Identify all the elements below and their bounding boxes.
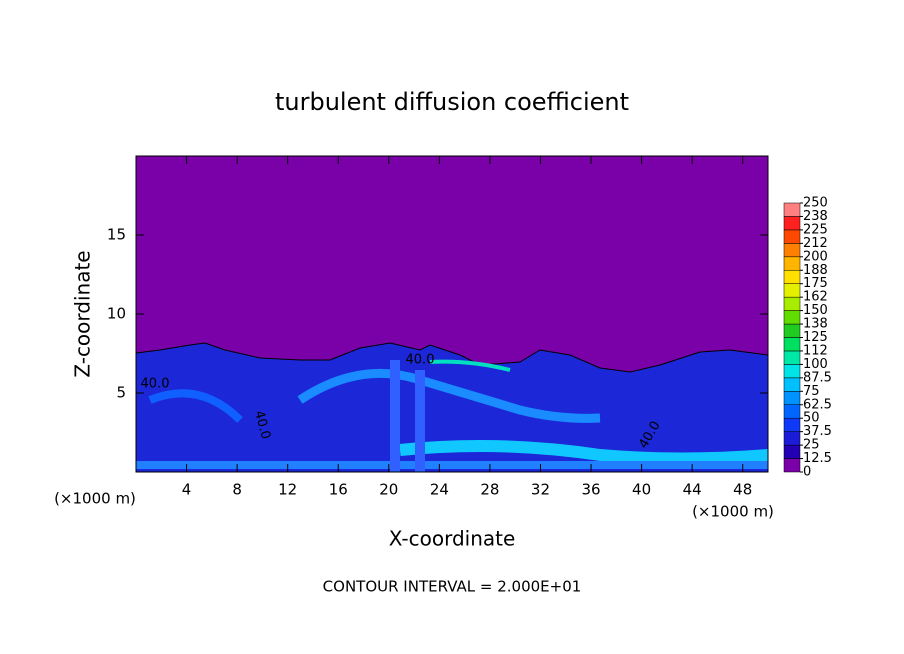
colorbar-label: 75 bbox=[803, 384, 820, 399]
x-axis-label: X-coordinate bbox=[389, 527, 516, 551]
colorbar-swatch bbox=[783, 337, 801, 352]
colorbar-label: 87.5 bbox=[803, 370, 832, 385]
colorbar-label: 62.5 bbox=[803, 397, 832, 412]
colorbar-label: 200 bbox=[803, 249, 828, 264]
colorbar-label: 212 bbox=[803, 236, 828, 251]
colorbar-swatch bbox=[783, 444, 801, 459]
colorbar-swatch bbox=[783, 296, 801, 311]
field-streak bbox=[399, 440, 769, 465]
colorbar-swatch bbox=[783, 404, 801, 419]
x-tick-label: 16 bbox=[329, 481, 348, 499]
colorbar-swatch bbox=[783, 377, 801, 392]
colorbar-label: 25 bbox=[803, 438, 820, 453]
y-tick-label: 5 bbox=[116, 384, 126, 402]
colorbar-swatch bbox=[783, 216, 801, 231]
x-tick-label: 44 bbox=[683, 481, 702, 499]
y-tick-label: 10 bbox=[107, 305, 126, 323]
x-unit-label: (×1000 m) bbox=[54, 490, 136, 508]
colorbar-label: 188 bbox=[803, 263, 828, 278]
x-tick-label: 48 bbox=[733, 481, 752, 499]
footer: CONTOUR INTERVAL = 2.000E+01 bbox=[323, 578, 582, 596]
colorbar-label: 162 bbox=[803, 290, 828, 305]
field-streak bbox=[390, 360, 425, 472]
x-tick-label: 40 bbox=[632, 481, 651, 499]
x-tick-label: 8 bbox=[232, 481, 242, 499]
colorbar-label: 12.5 bbox=[803, 451, 832, 466]
colorbar-swatch bbox=[783, 243, 801, 258]
x-tick-label: 24 bbox=[430, 481, 449, 499]
field-streak bbox=[148, 389, 243, 423]
colorbar-label: 50 bbox=[803, 411, 820, 426]
x-tick-label: 20 bbox=[379, 481, 398, 499]
colorbar-swatch bbox=[783, 458, 801, 473]
contour-label: 40.0 bbox=[251, 409, 273, 441]
colorbar-swatch bbox=[783, 364, 801, 379]
colorbar-swatch bbox=[783, 310, 801, 325]
colorbar-label: 225 bbox=[803, 222, 828, 237]
colorbar-swatch bbox=[783, 270, 801, 284]
colorbar-swatch bbox=[783, 202, 801, 217]
colorbar-label: 37.5 bbox=[803, 424, 832, 439]
colorbar-label: 125 bbox=[803, 330, 828, 345]
contour-label: 40.0 bbox=[406, 353, 435, 368]
field-streak bbox=[429, 359, 511, 372]
colorbar-swatch bbox=[783, 350, 801, 365]
colorbar-swatch bbox=[783, 323, 801, 338]
x-tick-label: 32 bbox=[531, 481, 550, 499]
y-axis-label: Z-coordinate bbox=[71, 250, 95, 377]
colorbar-swatch bbox=[783, 417, 801, 432]
colorbar-swatch bbox=[783, 229, 801, 244]
colorbar-label: 0 bbox=[803, 465, 811, 480]
colorbar-swatch bbox=[783, 256, 801, 271]
x-tick-label: 28 bbox=[480, 481, 499, 499]
colorbar-label: 238 bbox=[803, 209, 828, 224]
colorbar-label: 175 bbox=[803, 276, 828, 291]
colorbar-swatch bbox=[783, 431, 801, 446]
colorbar-label: 100 bbox=[803, 357, 828, 372]
colorbar-label: 138 bbox=[803, 317, 828, 332]
colorbar-label: 112 bbox=[803, 343, 828, 358]
colorbar-swatch bbox=[783, 391, 801, 405]
colorbar-label: 150 bbox=[803, 303, 828, 318]
field-streak bbox=[297, 368, 601, 423]
field bbox=[135, 156, 769, 473]
x-tick-label: 12 bbox=[278, 481, 297, 499]
chart-title: turbulent diffusion coefficient bbox=[275, 88, 629, 116]
field-region bbox=[135, 342, 769, 473]
colorbar-label: 250 bbox=[803, 196, 828, 211]
colorbar-swatch bbox=[783, 283, 801, 298]
x-tick-label: 36 bbox=[581, 481, 600, 499]
y-tick-label: 15 bbox=[107, 226, 126, 244]
x-unit-label: (×1000 m) bbox=[692, 503, 774, 521]
contour-label: 40.0 bbox=[141, 377, 170, 392]
x-tick-label: 4 bbox=[182, 481, 192, 499]
